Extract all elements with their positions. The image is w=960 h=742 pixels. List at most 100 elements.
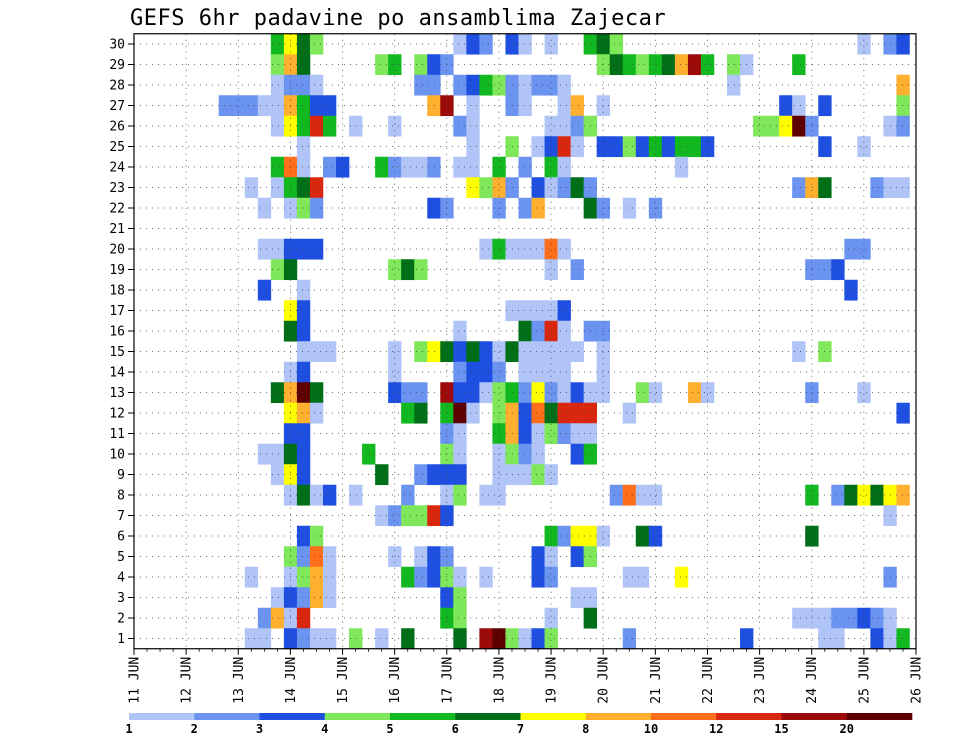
colorbar: 1 2 3 4 5 6 7 8 10 12 15 20 <box>125 713 913 736</box>
heatmap-cell <box>635 54 650 76</box>
heatmap-cell <box>296 628 311 650</box>
heatmap-cell <box>388 505 402 527</box>
heatmap-cell <box>479 566 493 588</box>
colorbar-label: 10 <box>644 722 658 736</box>
heatmap-cell <box>531 341 545 363</box>
heatmap-cell <box>544 33 558 55</box>
heatmap-cell <box>700 382 715 404</box>
heatmap-cell <box>296 33 311 55</box>
heatmap-cell <box>453 628 467 650</box>
heatmap-cell <box>700 136 715 158</box>
heatmap-cell <box>870 177 884 199</box>
heatmap-cell <box>570 402 584 424</box>
heatmap-cell <box>296 74 311 96</box>
heatmap-cell <box>270 74 285 96</box>
y-tick-label: 14 <box>109 366 125 381</box>
heatmap-cell <box>427 74 441 96</box>
heatmap-cell <box>844 607 858 629</box>
heatmap-cell <box>257 197 272 219</box>
heatmap-cell <box>427 95 441 117</box>
heatmap-cell <box>427 546 441 568</box>
heatmap-cell <box>270 464 285 486</box>
y-tick-label: 17 <box>109 304 125 319</box>
heatmap-cell <box>596 33 611 55</box>
y-tick-label: 8 <box>117 489 125 504</box>
heatmap-cell <box>375 54 389 76</box>
heatmap-cell <box>518 320 532 342</box>
heatmap-cell <box>648 136 663 158</box>
heatmap-cell <box>309 115 324 137</box>
heatmap-cell <box>296 402 311 424</box>
x-tick-label: 25 JUN <box>857 657 872 704</box>
heatmap-cell <box>296 156 311 178</box>
heatmap-cell <box>427 464 441 486</box>
colorbar-swatch <box>781 713 848 720</box>
x-tick-label: 23 JUN <box>753 657 768 704</box>
heatmap-cell <box>322 566 337 588</box>
heatmap-cell <box>792 115 806 137</box>
heatmap-cell <box>544 320 558 342</box>
heatmap-cell <box>401 628 415 650</box>
colorbar-label: 8 <box>582 722 589 736</box>
heatmap-cell <box>453 382 467 404</box>
heatmap-cell <box>309 525 324 547</box>
colorbar-swatch <box>129 713 195 720</box>
heatmap-cell <box>375 505 389 527</box>
heatmap-cell <box>648 382 663 404</box>
heatmap-cell <box>309 546 324 568</box>
heatmap-cell <box>479 382 493 404</box>
heatmap-cell <box>270 177 285 199</box>
heatmap-cell <box>544 177 558 199</box>
y-tick-label: 18 <box>109 284 125 299</box>
heatmap-cell <box>479 361 493 383</box>
heatmap-cell <box>792 177 806 199</box>
heatmap-cell <box>570 587 584 609</box>
colorbar-label: 6 <box>452 722 459 736</box>
heatmap-cell <box>479 33 493 55</box>
heatmap-cell <box>557 382 571 404</box>
heatmap-cell <box>453 423 467 445</box>
heatmap-cell <box>453 74 467 96</box>
heatmap-cell <box>218 95 233 117</box>
grid-lines <box>134 33 916 649</box>
heatmap-cell <box>792 95 806 117</box>
heatmap-cell <box>479 484 493 506</box>
heatmap-cell <box>896 115 910 137</box>
heatmap-cell <box>453 341 467 363</box>
heatmap-cell <box>388 259 402 281</box>
heatmap-cell <box>270 443 285 465</box>
heatmap-cell <box>544 423 558 445</box>
heatmap-cell <box>687 54 702 76</box>
heatmap-cell <box>531 628 545 650</box>
heatmap-cell <box>296 382 311 404</box>
heatmap-cell <box>609 136 624 158</box>
heatmap-cell <box>453 484 467 506</box>
y-axis: 1234567891011121314151617181920212223242… <box>109 38 134 647</box>
heatmap-cell <box>792 607 806 629</box>
x-tick-label: 21 JUN <box>649 657 664 704</box>
x-tick-label: 20 JUN <box>597 657 612 704</box>
heatmap-cell <box>518 423 532 445</box>
x-tick-label: 19 JUN <box>545 657 560 704</box>
heatmap-cell <box>544 238 558 260</box>
colorbar-swatch <box>520 713 587 720</box>
heatmap-cell <box>375 156 389 178</box>
heatmap-cell <box>296 423 311 445</box>
colorbar-label: 4 <box>321 722 328 736</box>
heatmap-cell <box>309 74 324 96</box>
heatmap-cell <box>466 136 480 158</box>
heatmap-cell <box>753 115 767 137</box>
heatmap-cell <box>896 402 910 424</box>
heatmap-cell <box>531 177 545 199</box>
heatmap-cell <box>557 238 571 260</box>
heatmap-cell <box>296 177 311 199</box>
heatmap-cell <box>322 546 337 568</box>
heatmap-cell <box>518 341 532 363</box>
heatmap-cell <box>727 74 741 96</box>
heatmap-cell <box>270 115 285 137</box>
heatmap-cell <box>244 177 259 199</box>
heatmap-cell <box>388 156 402 178</box>
heatmap-cell <box>609 484 624 506</box>
heatmap-cell <box>414 546 428 568</box>
heatmap-cell <box>896 74 910 96</box>
